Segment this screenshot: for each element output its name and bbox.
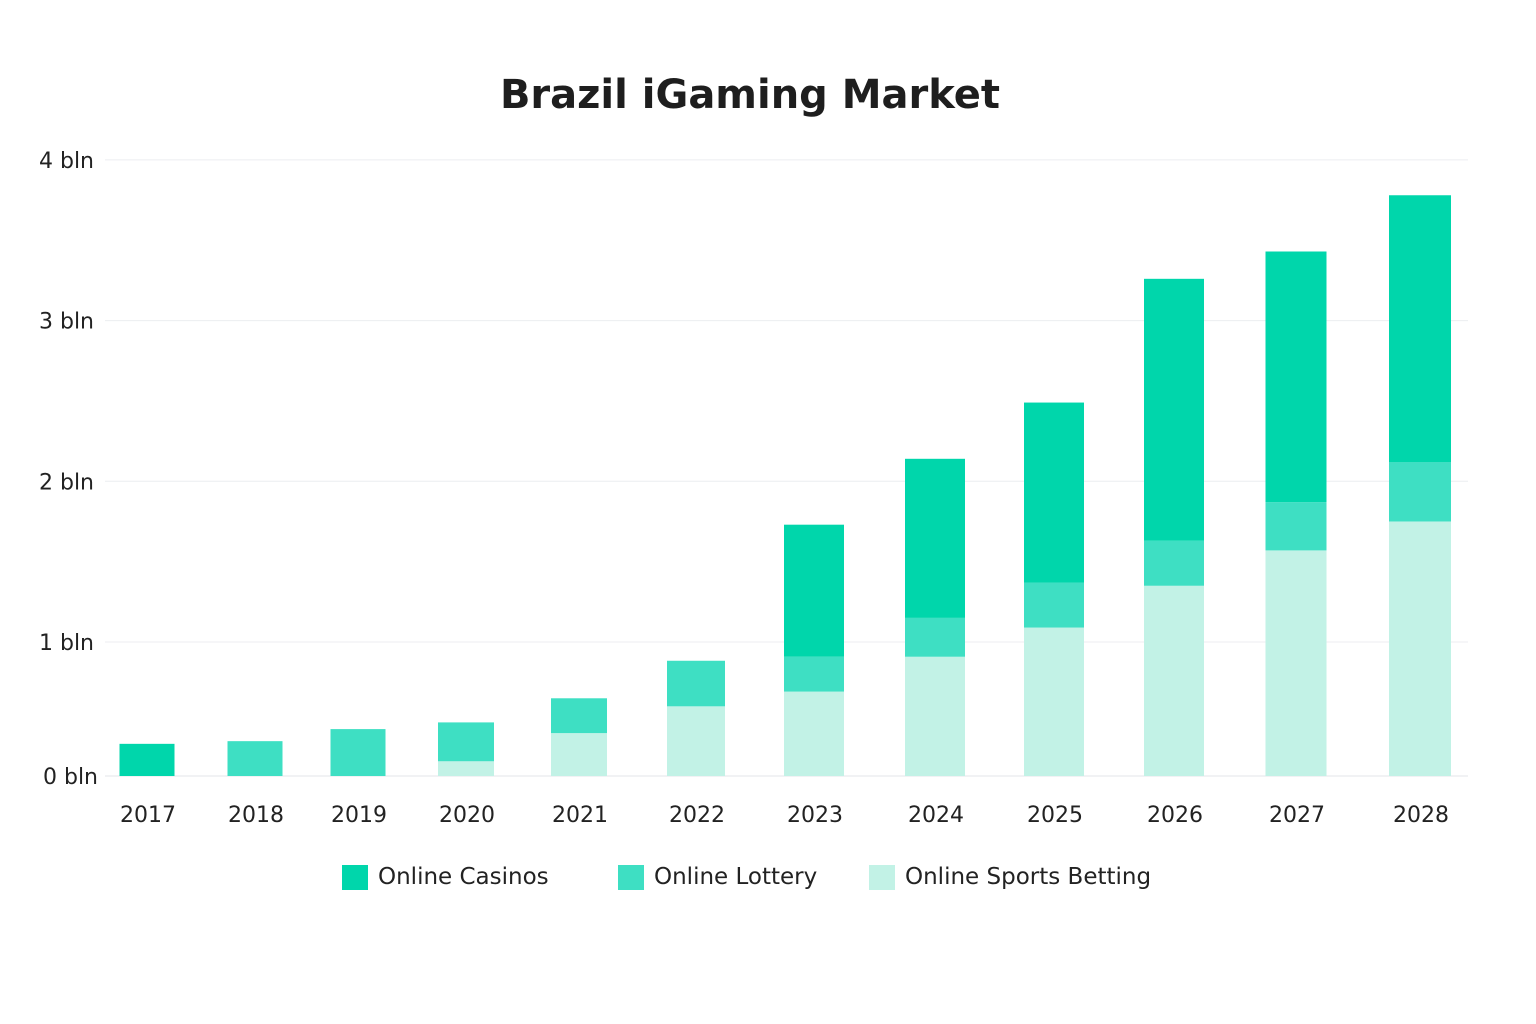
bar-online-lottery-2026 xyxy=(1144,540,1204,586)
legend-item-online-casinos: Online Casinos xyxy=(342,864,549,890)
bar-online-casinos-2017 xyxy=(119,743,175,776)
legend-label: Online Casinos xyxy=(378,864,549,890)
x-tick-label: 2025 xyxy=(1027,803,1083,828)
bar-online-casinos-2026 xyxy=(1144,278,1204,541)
x-tick-label: 2021 xyxy=(552,803,608,828)
bar-online-sports-betting-2021 xyxy=(551,733,607,776)
bar-online-lottery-2028 xyxy=(1389,462,1451,522)
bar-online-casinos-2027 xyxy=(1265,251,1327,503)
y-tick-label: 0 bln xyxy=(43,765,98,790)
bar-online-sports-betting-2025 xyxy=(1024,627,1084,776)
legend-swatch-casinos xyxy=(342,864,368,890)
bar-online-lottery-2019 xyxy=(330,729,386,776)
x-tick-label: 2023 xyxy=(787,803,843,828)
x-tick-label: 2020 xyxy=(439,803,495,828)
x-tick-label: 2019 xyxy=(331,803,387,828)
x-tick-label: 2027 xyxy=(1269,803,1325,828)
bar-online-sports-betting-2026 xyxy=(1144,585,1204,776)
bar-online-sports-betting-2028 xyxy=(1389,521,1451,776)
bar-online-casinos-2024 xyxy=(905,458,965,618)
bar-online-sports-betting-2022 xyxy=(667,706,725,776)
legend-label: Online Sports Betting xyxy=(905,864,1152,890)
bar-online-sports-betting-2024 xyxy=(905,656,965,776)
legend-item-online-lottery: Online Lottery xyxy=(618,864,817,890)
bar-online-casinos-2028 xyxy=(1389,195,1451,463)
chart-title: Brazil iGaming Market xyxy=(499,72,1001,118)
x-tick-label: 2018 xyxy=(228,803,284,828)
bar-online-lottery-2022 xyxy=(667,660,725,707)
bar-online-lottery-2027 xyxy=(1265,502,1327,551)
x-tick-label: 2026 xyxy=(1147,803,1203,828)
x-tick-label: 2017 xyxy=(120,803,176,828)
legend-label: Online Lottery xyxy=(654,864,818,890)
x-tick-label: 2024 xyxy=(908,803,964,828)
bar-online-lottery-2018 xyxy=(227,741,283,776)
legend-swatch-sports-betting xyxy=(869,864,895,890)
bar-online-lottery-2025 xyxy=(1024,582,1084,628)
bar-online-sports-betting-2020 xyxy=(438,761,494,776)
bar-online-lottery-2021 xyxy=(551,698,607,734)
bar-online-casinos-2025 xyxy=(1024,402,1084,583)
bar-online-sports-betting-2023 xyxy=(784,691,844,776)
y-tick-label: 4 bln xyxy=(39,149,94,174)
x-tick-label: 2022 xyxy=(669,803,725,828)
bar-online-casinos-2023 xyxy=(784,524,844,657)
bar-online-lottery-2023 xyxy=(784,656,844,692)
bar-online-sports-betting-2027 xyxy=(1265,550,1327,776)
bar-online-lottery-2020 xyxy=(438,722,494,762)
legend-item-online-sports-betting: Online Sports Betting xyxy=(869,864,1151,890)
y-tick-label: 2 bln xyxy=(39,470,94,495)
y-tick-label: 3 bln xyxy=(39,310,94,335)
legend-swatch-lottery xyxy=(618,864,644,890)
x-tick-label: 2028 xyxy=(1393,803,1449,828)
y-tick-label: 1 bln xyxy=(39,631,94,656)
bar-online-lottery-2024 xyxy=(905,617,965,657)
